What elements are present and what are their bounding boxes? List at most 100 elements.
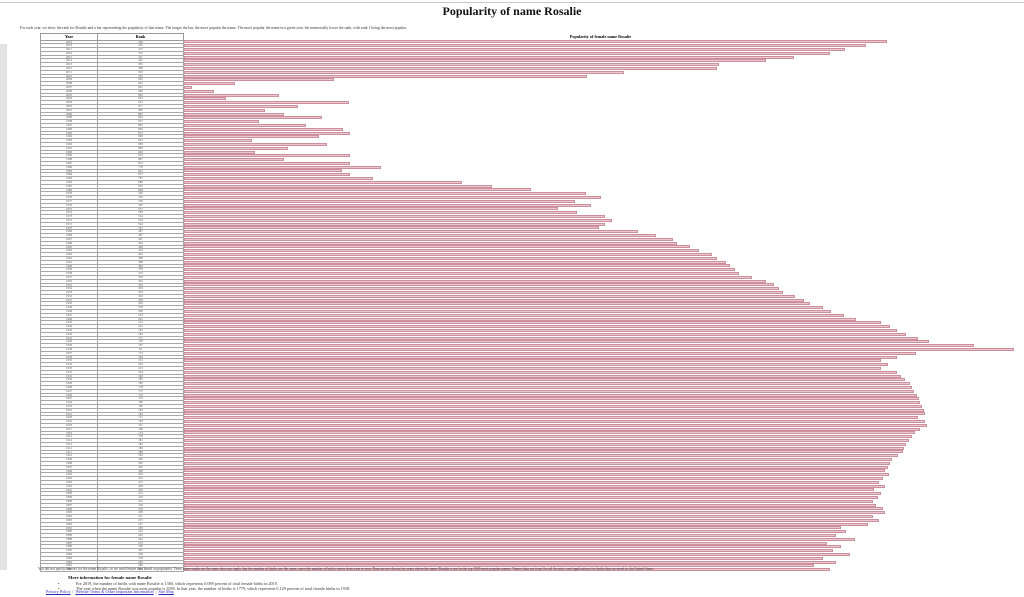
popularity-bar [184, 325, 891, 329]
bar-cell [184, 423, 1018, 427]
popularity-bar [184, 150, 255, 154]
bar-cell [184, 420, 1018, 424]
table-row: 1975 577 [40, 206, 1018, 212]
page-title: Popularity of name Rosalie [442, 4, 582, 18]
table-row: 1923 166 [40, 404, 1018, 409]
popularity-bar [184, 146, 288, 150]
popularity-bar [184, 427, 921, 431]
bar-cell [184, 127, 1018, 131]
popularity-bar [184, 237, 674, 241]
site-map-link[interactable]: Site Map [158, 589, 174, 594]
popularity-bar [184, 412, 925, 416]
bar-cell [184, 511, 1018, 515]
bar-cell [184, 207, 1018, 211]
popularity-bar [184, 317, 856, 321]
table-row: 1910 193 [40, 453, 1018, 459]
popularity-bar [184, 135, 319, 139]
bar-cell [184, 401, 1018, 405]
more-info-bullet: For 2019, the number of births with name… [46, 581, 946, 586]
bar-cell [184, 249, 1018, 253]
bar-cell [184, 146, 1018, 150]
bar-cell [184, 442, 1018, 446]
popularity-bar [184, 290, 784, 294]
bar-cell [184, 340, 1018, 344]
bar-cell [184, 302, 1018, 306]
bar-cell [184, 355, 1018, 359]
rank-cell: 270 [97, 567, 184, 573]
popularity-bar [184, 549, 833, 553]
bar-cell [184, 40, 1018, 44]
bar-cell [184, 222, 1018, 226]
popularity-bar [184, 442, 907, 446]
bar-cell [184, 290, 1018, 295]
more-info-list: For 2019, the number of births with name… [46, 581, 946, 591]
table-row: 1931 190 [40, 373, 1018, 379]
popularity-bar [184, 101, 349, 105]
popularity-bar [184, 158, 284, 162]
privacy-policy-link[interactable]: Privacy Policy [46, 589, 71, 594]
popularity-bar [184, 499, 873, 503]
popularity-bar [184, 439, 909, 443]
bar-cell [184, 549, 1018, 553]
popularity-bar [184, 416, 918, 420]
bar-cell [184, 188, 1018, 192]
bar-cell [184, 382, 1018, 386]
bar-cell [184, 177, 1018, 181]
popularity-bar [184, 465, 888, 469]
popularity-bar [184, 294, 795, 298]
popularity-bar [184, 336, 918, 340]
popularity-bar [184, 120, 260, 124]
bar-cell [184, 184, 1018, 188]
table-row: 1986 778 [40, 164, 1018, 170]
popularity-bar [184, 541, 828, 545]
popularity-bar [184, 484, 885, 488]
popularity-bar [184, 313, 845, 317]
popularity-bar [184, 347, 1015, 351]
popularity-bar [184, 537, 855, 541]
popularity-bar [184, 503, 877, 507]
bar-cell [184, 351, 1018, 355]
bar-cell [184, 412, 1018, 416]
bar-cell [184, 366, 1018, 371]
bar-cell [184, 522, 1018, 526]
popularity-bar [184, 104, 299, 108]
popularity-bar [184, 260, 726, 264]
bar-cell [184, 564, 1018, 568]
popularity-bar [184, 275, 753, 279]
bar-cell [184, 332, 1018, 336]
bar-cell [184, 439, 1018, 443]
popularity-bar [184, 492, 882, 496]
popularity-bar [184, 123, 307, 127]
bar-cell [184, 97, 1018, 101]
bar-cell [184, 89, 1018, 93]
popularity-bar [184, 268, 735, 272]
footer-separator: | [72, 589, 74, 594]
popularity-bar [184, 108, 266, 112]
popularity-bar [184, 496, 878, 500]
popularity-bar [184, 477, 884, 481]
bar-cell [184, 131, 1018, 135]
popularity-bar [184, 359, 881, 363]
bar-cell [184, 260, 1018, 264]
page-top-border [0, 2, 1024, 3]
footer-separator: | [155, 589, 157, 594]
popularity-bar [184, 180, 462, 184]
popularity-bar [184, 173, 350, 177]
bar-cell [184, 480, 1018, 484]
terms-link[interactable]: Website Terms & Other Important Informat… [75, 589, 154, 594]
bar-cell [184, 503, 1018, 507]
bar-cell [184, 268, 1018, 272]
bar-cell [184, 363, 1018, 367]
popularity-bar [184, 40, 887, 44]
bar-cell [184, 393, 1018, 397]
bar-cell [184, 234, 1018, 238]
bar-cell [184, 78, 1018, 82]
bar-cell [184, 112, 1018, 116]
bar-cell [184, 484, 1018, 488]
popularity-bar [184, 112, 284, 116]
bar-cell [184, 427, 1018, 431]
bar-cell [184, 199, 1018, 203]
bar-cell [184, 120, 1018, 124]
popularity-bar [184, 272, 739, 275]
bar-cell [184, 275, 1018, 279]
